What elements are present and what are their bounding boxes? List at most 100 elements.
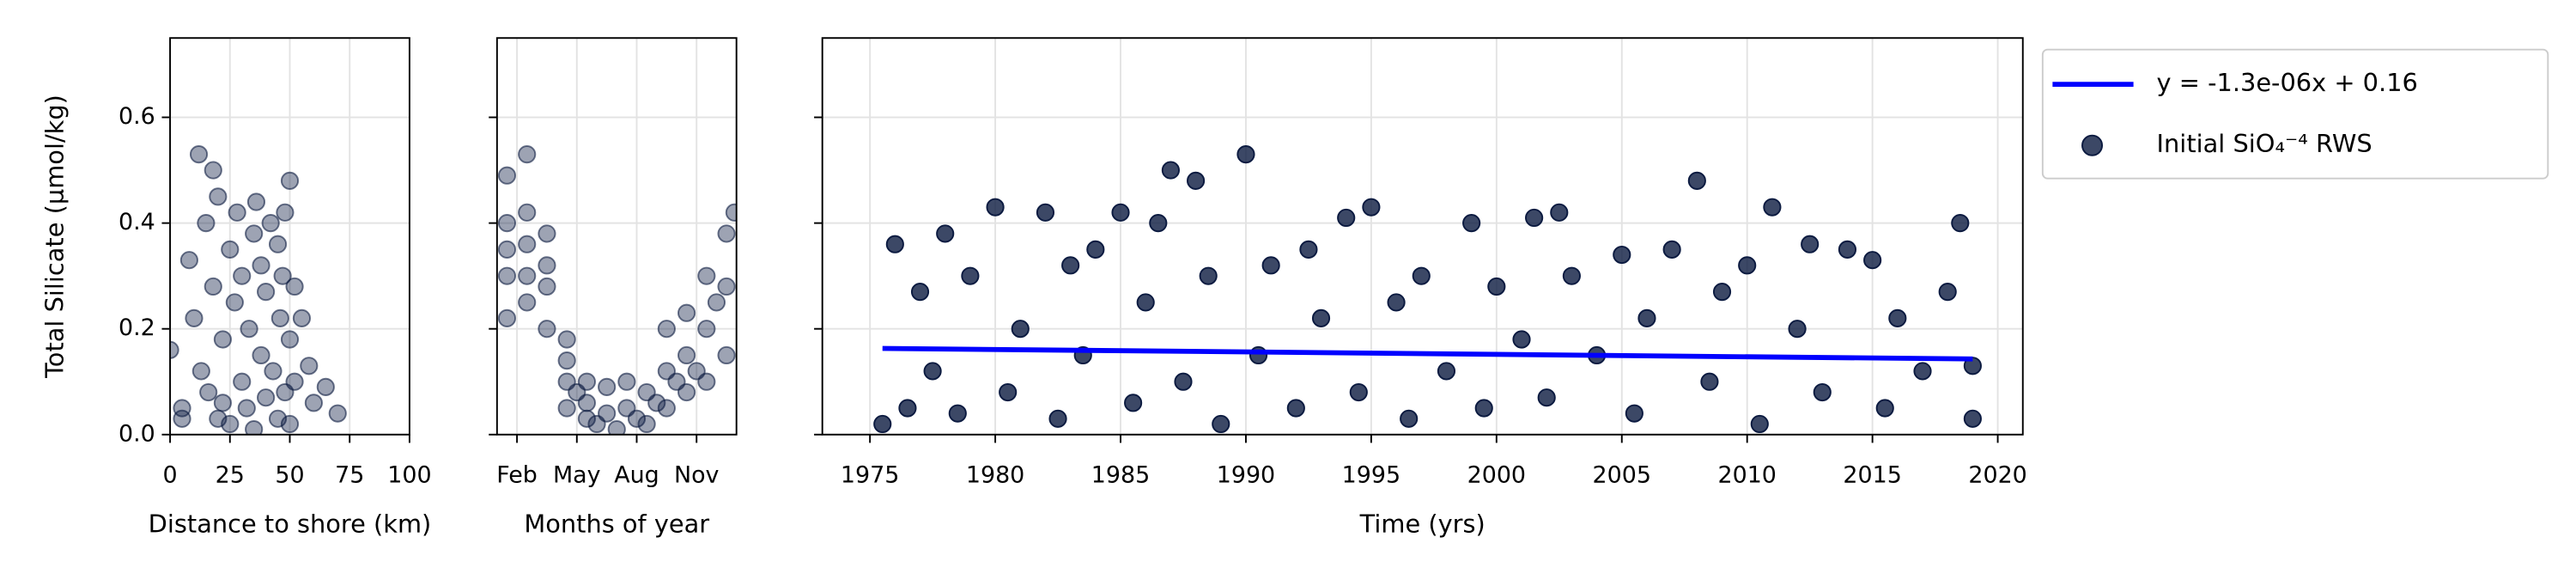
scatter-point [1212, 414, 1230, 434]
y-axis-label: Total Silicate (µmol/kg) [39, 95, 69, 379]
scatter-point [1888, 308, 1907, 327]
scatter-point [1048, 409, 1067, 428]
scatter-point [598, 377, 617, 396]
scatter-point [1951, 214, 1970, 233]
scatter-point [497, 214, 517, 233]
x-tick-label: 1985 [1091, 461, 1150, 488]
scatter-point [1036, 203, 1055, 222]
scatter-point [245, 224, 264, 243]
scatter-point [518, 266, 537, 285]
scatter-point [1462, 214, 1481, 233]
scatter-point [221, 240, 240, 259]
scatter-point [1337, 208, 1356, 228]
scatter-point [1161, 161, 1180, 180]
scatter-point [199, 382, 218, 402]
scatter-point [189, 145, 209, 164]
scatter-point [1136, 293, 1155, 312]
scatter-point [185, 308, 204, 327]
scatter-point [191, 362, 210, 381]
x-tick-label: Nov [674, 461, 720, 488]
scatter-point [170, 340, 179, 359]
scatter-point [270, 308, 289, 327]
scatter-point [1838, 240, 1857, 259]
scatter-point [598, 404, 617, 423]
scatter-point [1349, 382, 1368, 402]
scatter-point [1011, 320, 1030, 339]
scatter-point [717, 277, 736, 296]
x-tick-label: 2000 [1467, 461, 1526, 488]
scatter-point [717, 345, 736, 365]
x-tick-label: 2015 [1843, 461, 1901, 488]
scatter-point [518, 235, 537, 253]
x-tick-label: 100 [387, 461, 431, 488]
scatter-point [1637, 308, 1656, 327]
x-axis-label: Months of year [524, 510, 709, 539]
x-axis-label: Time (yrs) [1359, 510, 1485, 539]
scatter-point [898, 399, 917, 418]
scatter-point [923, 362, 942, 381]
scatter-point [1700, 372, 1719, 391]
legend-label: Initial SiO₄⁻⁴ RWS [2157, 129, 2372, 158]
scatter-point [233, 266, 252, 285]
scatter-point [1187, 171, 1206, 190]
scatter-point [257, 388, 276, 407]
scatter-point [1311, 308, 1331, 327]
scatter-point [1111, 203, 1130, 222]
scatter-point [285, 372, 304, 391]
scatter-point [252, 345, 270, 365]
scatter-point [497, 266, 517, 285]
scatter-point [280, 330, 300, 349]
scatter-point [252, 256, 270, 275]
scatter-point [577, 372, 596, 391]
scatter-point [557, 399, 576, 418]
y-tick-label: 0.2 [118, 314, 155, 341]
scatter-point [538, 277, 556, 296]
scatter-point [885, 235, 904, 253]
scatter-point [228, 203, 246, 222]
scatter-point [261, 214, 280, 233]
scatter-point [557, 330, 576, 349]
legend-marker [2081, 134, 2104, 156]
scatter-point [1801, 235, 1820, 253]
scatter-point [225, 293, 244, 312]
scatter-point [209, 187, 228, 206]
scatter-point [538, 224, 556, 243]
scatter-point [221, 414, 240, 434]
scatter-point [1562, 266, 1581, 285]
scatter-point [213, 330, 232, 349]
scatter-point [1149, 214, 1168, 233]
scatter-point [1061, 256, 1080, 275]
scatter-point [1687, 171, 1706, 190]
scatter-point [1474, 399, 1493, 418]
scatter-point [961, 266, 980, 285]
scatter-point [173, 409, 191, 428]
y-tick-label: 0.6 [118, 103, 155, 130]
scatter-point [304, 394, 323, 412]
trend-line [882, 345, 1973, 362]
scatter-point [1412, 266, 1431, 285]
scatter-point [697, 266, 716, 285]
scatter-point [999, 382, 1018, 402]
scatter-point [1124, 394, 1143, 412]
scatter-point [197, 214, 216, 233]
scatter-point [1863, 251, 1882, 270]
scatter-point [1387, 293, 1406, 312]
scatter-point [986, 198, 1005, 217]
scatter-point [647, 394, 666, 412]
y-tick-label: 0.0 [118, 420, 155, 447]
x-tick-label: 2020 [1968, 461, 2026, 488]
scatter-point [1963, 409, 1982, 428]
scatter-point [497, 240, 517, 259]
scatter-point [1236, 145, 1255, 164]
x-tick-label: 25 [216, 461, 245, 488]
plot-frame [821, 37, 2024, 436]
scatter-point [300, 357, 319, 375]
scatter-point [257, 283, 276, 302]
x-tick-label: 75 [335, 461, 364, 488]
scatter-point [1249, 345, 1268, 365]
scatter-point [1299, 240, 1318, 259]
scatter-point [607, 420, 626, 435]
scatter-point [538, 320, 556, 339]
scatter-point [1199, 266, 1218, 285]
plot-frame [495, 37, 738, 436]
